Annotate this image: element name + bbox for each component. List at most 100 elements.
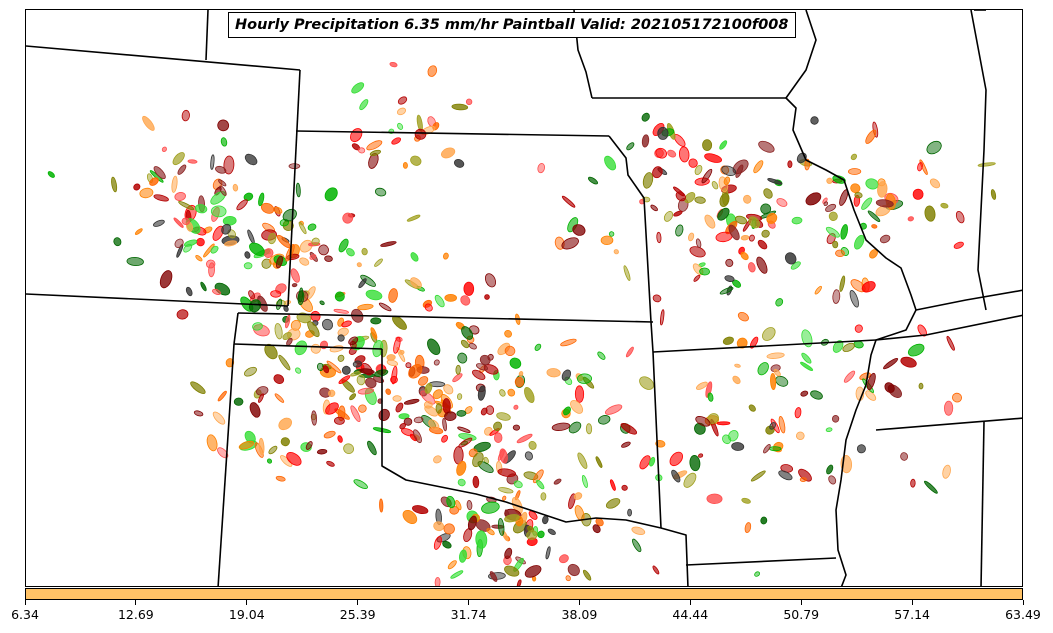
precipitation-blob — [516, 433, 533, 444]
precipitation-blob — [832, 340, 844, 353]
precipitation-blob — [737, 311, 749, 322]
precipitation-blob — [767, 178, 783, 185]
precipitation-blob — [693, 274, 701, 282]
colorbar-tick-label: 44.44 — [672, 607, 709, 622]
precipitation-blob — [427, 338, 441, 356]
precipitation-blob — [678, 146, 690, 163]
precipitation-blob — [649, 456, 656, 467]
precipitation-blob — [446, 495, 456, 509]
precipitation-blob — [632, 538, 642, 553]
precipitation-blob — [757, 362, 769, 376]
precipitation-blob — [341, 365, 351, 375]
colorbar-tick-label: 19.04 — [228, 607, 265, 622]
precipitation-blob — [343, 443, 355, 454]
precipitation-blob — [699, 267, 710, 276]
precipitation-blob — [657, 126, 669, 140]
precipitation-blob — [244, 366, 257, 377]
precipitation-blob — [472, 369, 486, 380]
precipitation-blob — [509, 357, 522, 369]
precipitation-blob — [787, 160, 793, 168]
precipitation-blob — [318, 244, 329, 256]
precipitation-blob — [743, 194, 752, 204]
precipitation-blob — [600, 235, 614, 246]
precipitation-blob — [161, 146, 167, 152]
precipitation-blob — [402, 509, 418, 525]
precipitation-blob — [356, 262, 362, 268]
precipitation-blob — [369, 149, 381, 156]
precipitation-blob — [875, 199, 894, 208]
precipitation-blob — [748, 404, 756, 412]
precipitation-blob — [572, 224, 586, 236]
oklahoma-panhandle-east — [381, 349, 662, 529]
precipitation-blob — [748, 216, 760, 229]
colorbar-tick-mark — [468, 600, 470, 605]
precipitation-blob — [796, 431, 805, 441]
precipitation-blob — [832, 289, 841, 304]
colorbar-tick-mark — [135, 600, 137, 605]
precipitation-blob — [766, 352, 785, 359]
precipitation-blob — [735, 164, 744, 178]
precipitation-blob — [274, 323, 283, 340]
precipitation-blob — [359, 368, 375, 375]
precipitation-blob — [328, 389, 336, 397]
precipitation-blob — [865, 178, 879, 190]
precipitation-blob — [232, 183, 239, 192]
precipitation-blob — [316, 448, 328, 455]
precipitation-blob — [352, 360, 362, 368]
precipitation-blob — [598, 415, 611, 425]
precipitation-blob — [194, 204, 208, 214]
precipitation-blob — [546, 368, 561, 378]
colorbar-tick-mark — [578, 600, 580, 605]
precipitation-blob — [528, 440, 537, 450]
precipitation-blob — [295, 367, 302, 374]
precipitation-blob — [244, 153, 258, 166]
precipitation-blob — [365, 289, 383, 301]
precipitation-blob — [953, 241, 964, 249]
precipitation-blob — [392, 395, 402, 402]
precipitation-blob — [722, 336, 734, 345]
precipitation-blob — [879, 234, 891, 244]
precipitation-blob — [585, 423, 593, 435]
precipitation-blob — [766, 212, 778, 224]
precipitation-blob — [669, 451, 684, 467]
precipitation-blob — [236, 199, 248, 211]
precipitation-blob — [865, 390, 877, 401]
precipitation-blob — [805, 192, 822, 206]
precipitation-blob — [408, 364, 423, 379]
precipitation-blob — [791, 216, 803, 225]
precipitation-blob — [441, 147, 456, 159]
precipitation-blob — [357, 387, 375, 395]
precipitation-blob — [800, 390, 809, 397]
precipitation-blob — [374, 187, 387, 197]
arkansas-west-border — [660, 527, 689, 586]
precipitation-blob — [248, 299, 262, 313]
precipitation-blob — [652, 166, 663, 179]
precipitation-blob — [460, 339, 470, 349]
precipitation-blob — [266, 458, 273, 464]
illinois-border — [785, 10, 817, 99]
precipitation-blob — [731, 442, 745, 451]
precipitation-blob — [427, 65, 438, 77]
precipitation-blob — [924, 205, 936, 222]
precipitation-blob — [825, 226, 840, 238]
precipitation-blob — [311, 237, 320, 246]
precipitation-blob — [570, 400, 584, 414]
precipitation-blob — [558, 554, 569, 564]
precipitation-blob — [210, 154, 215, 170]
precipitation-blob — [952, 392, 962, 403]
precipitation-blob — [153, 166, 166, 180]
precipitation-blob — [695, 238, 702, 248]
precipitation-blob — [291, 283, 298, 288]
precipitation-blob — [762, 327, 776, 341]
precipitation-blob — [770, 373, 777, 390]
precipitation-blob — [504, 547, 513, 559]
precipitation-blob — [467, 515, 477, 531]
precipitation-blob — [221, 223, 232, 235]
precipitation-blob — [604, 155, 617, 171]
precipitation-blob — [696, 381, 708, 390]
precipitation-blob — [553, 478, 562, 485]
precipitation-blob — [258, 393, 264, 403]
precipitation-blob — [750, 470, 766, 482]
precipitation-blob — [282, 331, 292, 341]
precipitation-blob — [704, 214, 716, 229]
